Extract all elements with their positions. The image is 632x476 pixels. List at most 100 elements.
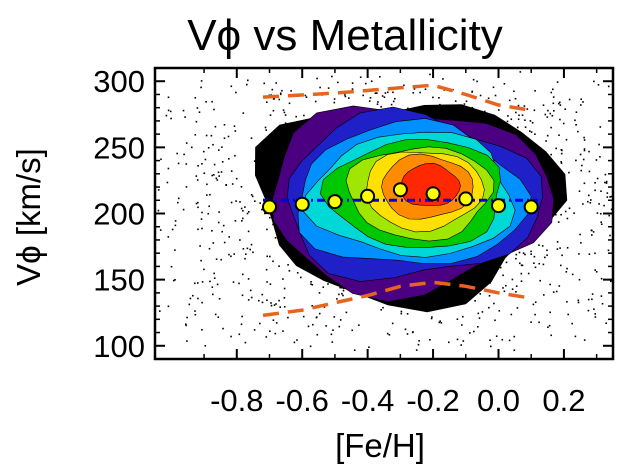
star-point: [331, 75, 333, 78]
star-point: [247, 278, 250, 280]
y-tick-label: 100: [93, 329, 145, 364]
star-point: [266, 255, 268, 258]
star-point: [557, 221, 560, 223]
star-point: [582, 203, 584, 205]
density-contours: [254, 104, 568, 313]
star-point: [560, 152, 563, 155]
star-point: [242, 248, 245, 250]
star-point: [279, 306, 281, 308]
star-point: [510, 118, 513, 120]
star-point: [503, 83, 506, 85]
star-point: [316, 333, 319, 336]
star-point: [376, 103, 379, 105]
star-point: [506, 120, 509, 123]
star-point: [167, 167, 170, 170]
star-point: [544, 113, 547, 116]
star-point: [310, 283, 312, 285]
star-point: [231, 183, 234, 185]
star-point: [550, 153, 552, 156]
star-point: [520, 280, 523, 282]
star-point: [287, 264, 289, 266]
star-point: [234, 220, 237, 222]
star-point: [598, 203, 600, 205]
star-point: [600, 190, 602, 192]
star-point: [596, 177, 599, 180]
star-point: [588, 194, 590, 197]
star-point: [275, 322, 278, 324]
star-point: [412, 92, 415, 94]
star-point: [233, 125, 236, 127]
star-point: [552, 102, 555, 105]
star-point: [578, 278, 581, 281]
star-point: [546, 249, 548, 252]
star-point: [167, 109, 170, 112]
star-point: [272, 260, 274, 263]
star-point: [342, 294, 344, 297]
star-point: [171, 228, 174, 231]
star-point: [565, 271, 568, 273]
star-point: [493, 302, 495, 305]
star-point: [300, 276, 302, 279]
star-point: [472, 78, 475, 81]
star-point: [339, 286, 341, 289]
star-point: [394, 97, 396, 100]
star-point: [220, 171, 223, 173]
star-point: [246, 247, 249, 250]
star-point: [253, 160, 256, 162]
star-point: [597, 84, 600, 86]
star-point: [244, 206, 246, 208]
mean-point: [523, 199, 539, 215]
star-point: [211, 174, 213, 177]
star-point: [492, 86, 495, 89]
star-point: [549, 283, 551, 286]
star-point: [242, 217, 244, 220]
x-tick-label: -0.2: [406, 383, 459, 418]
star-point: [265, 129, 267, 131]
star-point: [559, 247, 561, 249]
star-point: [415, 349, 418, 351]
star-point: [342, 289, 345, 292]
star-point: [249, 248, 251, 251]
star-point: [204, 345, 207, 347]
star-point: [270, 302, 272, 304]
star-point: [494, 319, 496, 322]
star-point: [530, 131, 533, 133]
star-point: [478, 317, 481, 319]
star-point: [197, 282, 199, 284]
star-point: [223, 137, 226, 139]
star-point: [380, 106, 382, 108]
star-point: [541, 245, 544, 247]
star-point: [383, 96, 386, 98]
star-point: [370, 80, 373, 82]
star-point: [341, 292, 343, 295]
star-point: [281, 89, 283, 92]
mean-point: [458, 191, 474, 207]
star-point: [532, 303, 535, 306]
star-point: [439, 320, 441, 322]
star-point: [511, 288, 514, 290]
star-point: [530, 321, 532, 323]
star-point: [384, 92, 387, 94]
star-point: [577, 130, 579, 133]
star-point: [440, 322, 443, 324]
star-point: [348, 97, 350, 99]
star-point: [157, 189, 160, 191]
star-point: [599, 126, 602, 128]
mean-point: [327, 194, 343, 210]
axes: -0.8 -0.6 -0.4 -0.2 0.0 0.2 100 150 200 250 300: [93, 64, 613, 418]
star-point: [507, 115, 509, 117]
star-point: [338, 293, 340, 296]
star-point: [555, 213, 557, 216]
star-point: [288, 102, 291, 105]
star-point: [609, 196, 611, 198]
star-point: [185, 163, 188, 165]
star-point: [564, 210, 567, 213]
star-point: [547, 326, 549, 328]
star-point: [235, 177, 238, 180]
star-point: [351, 329, 353, 332]
star-point: [362, 94, 364, 97]
star-point: [534, 133, 536, 135]
star-point: [583, 182, 586, 185]
star-point: [218, 175, 220, 177]
